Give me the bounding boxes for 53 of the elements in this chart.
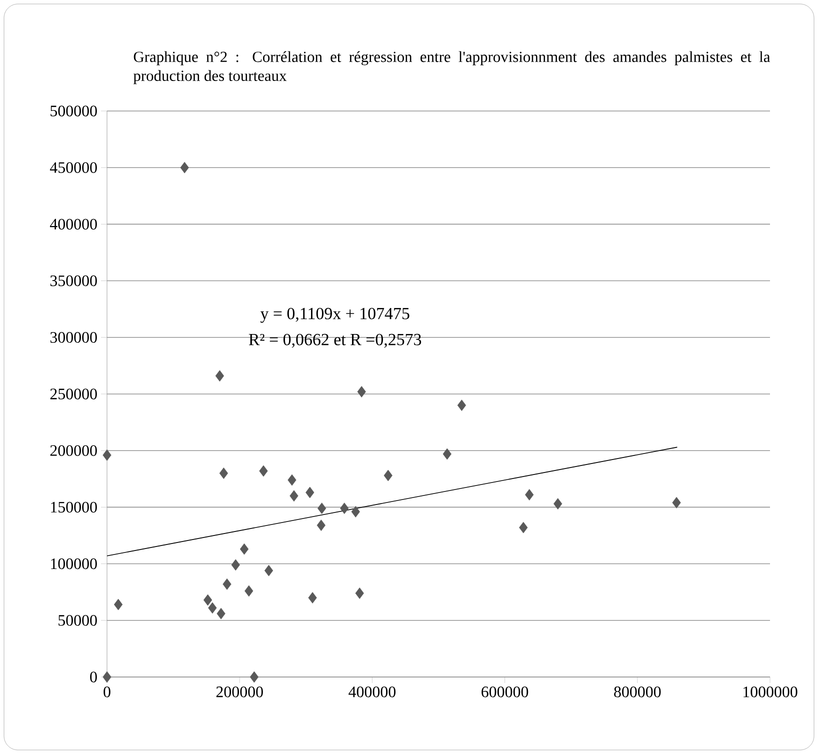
x-tick-label: 600000 xyxy=(482,686,528,698)
y-tick-label: 0 xyxy=(90,672,97,682)
point xyxy=(215,370,224,382)
point xyxy=(102,671,112,683)
point xyxy=(219,468,228,479)
point xyxy=(290,490,298,502)
point xyxy=(208,602,217,614)
y-tick-label: 450000 xyxy=(50,162,97,173)
point xyxy=(457,400,466,411)
x-tick-label: 800000 xyxy=(614,686,661,698)
point xyxy=(288,474,296,486)
point xyxy=(519,522,528,534)
point xyxy=(355,588,364,599)
y-tick-label: 50000 xyxy=(58,615,97,626)
point xyxy=(672,496,681,508)
point xyxy=(203,594,212,606)
point xyxy=(384,470,392,482)
y-tick-label: 350000 xyxy=(50,275,97,286)
point xyxy=(351,506,360,518)
point xyxy=(554,498,562,510)
x-tick-label: 0 xyxy=(104,686,110,698)
point xyxy=(180,162,189,174)
point xyxy=(250,671,259,683)
y-tick-label: 200000 xyxy=(50,445,97,456)
point xyxy=(316,520,326,531)
point xyxy=(442,448,452,460)
y-tick-label: 150000 xyxy=(51,502,97,513)
x-tick-label: 200000 xyxy=(216,686,263,698)
y-tick-label: 500000 xyxy=(50,106,97,116)
point xyxy=(244,585,254,597)
y-tick-label: 100000 xyxy=(51,558,97,570)
point xyxy=(216,608,226,620)
annotation: y = 0,1109x + 107475 xyxy=(260,308,410,323)
point xyxy=(306,486,314,498)
annotation: R² = 0,0662 et R =0,2573 xyxy=(248,334,422,348)
point xyxy=(231,559,240,571)
point xyxy=(318,502,326,514)
point xyxy=(102,449,112,461)
y-tick-label: 400000 xyxy=(50,218,97,230)
point xyxy=(525,489,534,500)
point xyxy=(308,592,317,604)
chart-title: Graphique n°2 : Corrélation et régression entre l'approvisionnment des amandes palmistes et la production des tourteaux xyxy=(133,51,770,84)
x-tick-label: 1000000 xyxy=(744,686,798,698)
y-tick-label: 300000 xyxy=(50,332,97,343)
point xyxy=(114,598,123,610)
point xyxy=(259,465,268,477)
point xyxy=(222,578,232,590)
x-tick-label: 400000 xyxy=(348,686,396,698)
point xyxy=(264,564,274,576)
point xyxy=(357,386,366,398)
point xyxy=(240,543,249,555)
point xyxy=(340,502,349,514)
y-tick-label: 250000 xyxy=(50,388,97,400)
